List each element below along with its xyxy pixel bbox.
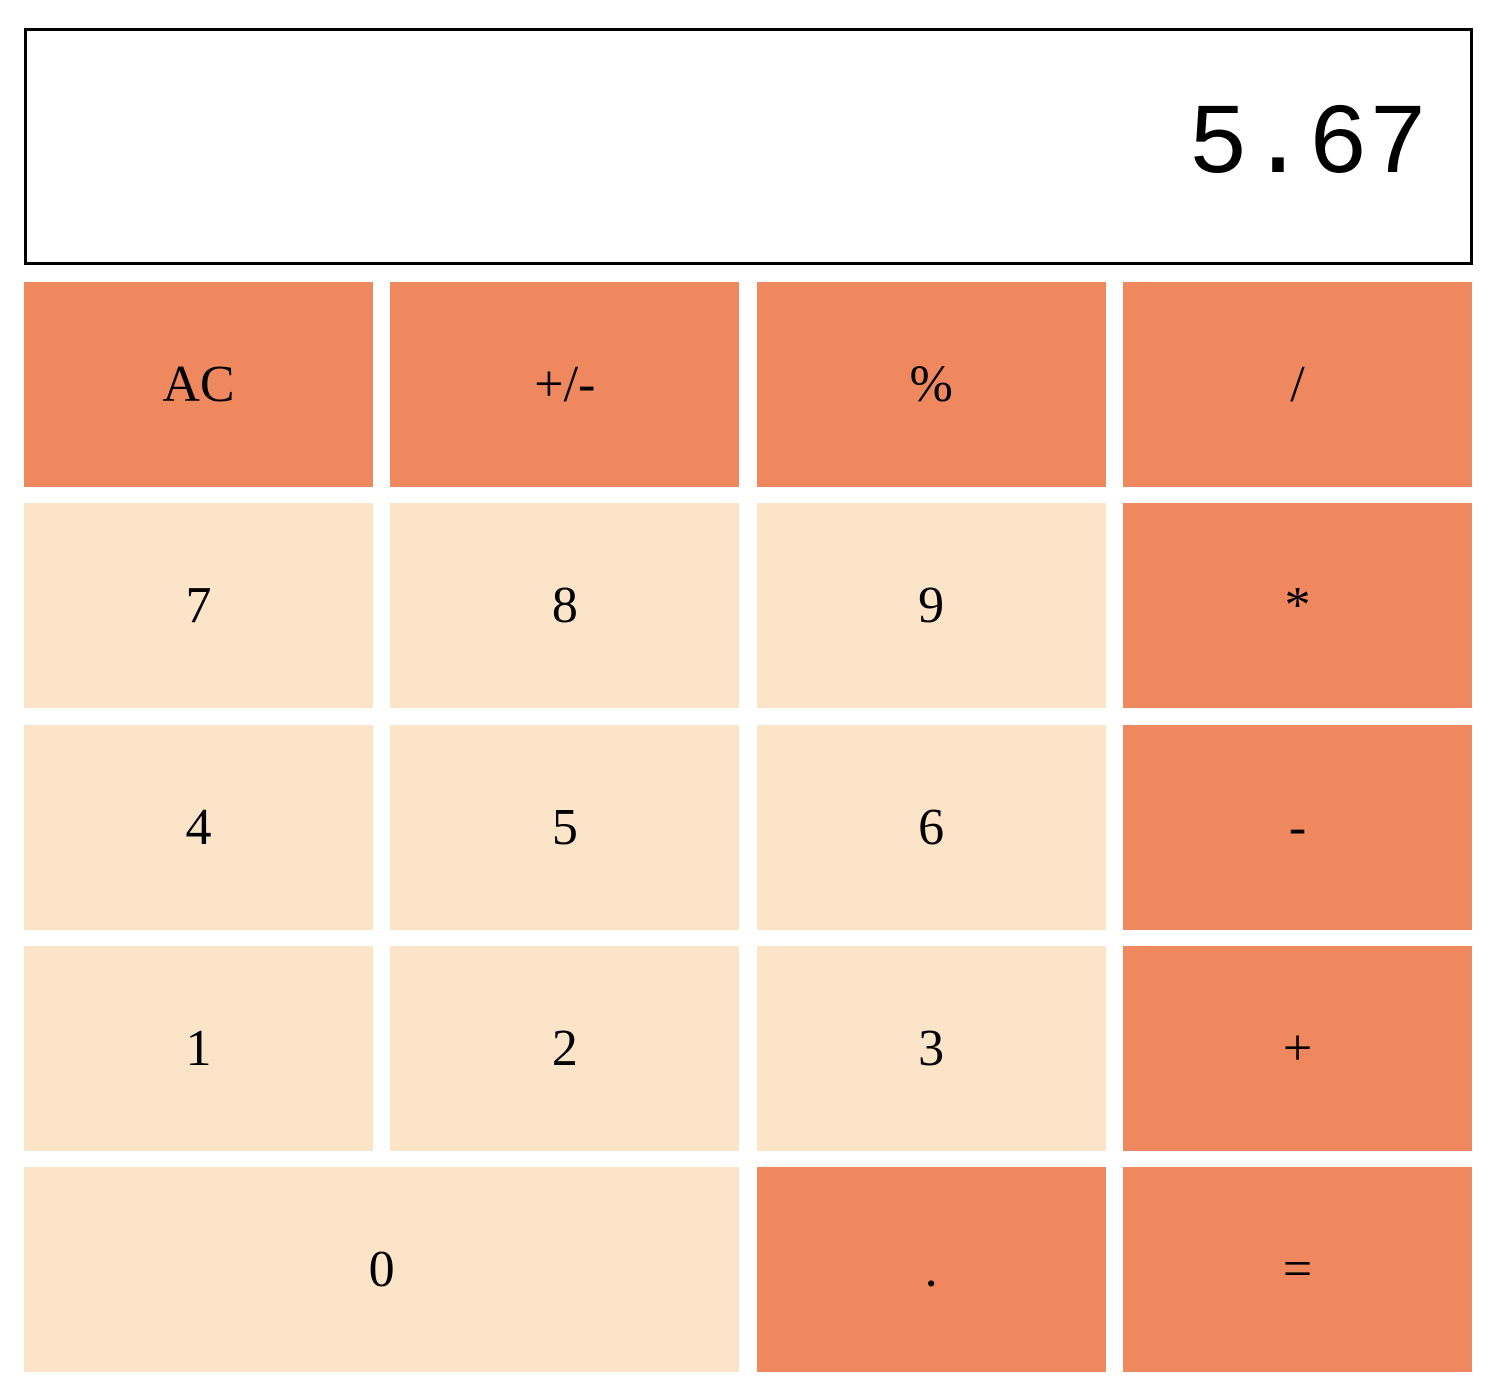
divide-button[interactable]: / — [1122, 282, 1472, 487]
digit-1-button[interactable]: 1 — [24, 945, 373, 1151]
digit-9-button[interactable]: 9 — [756, 503, 1106, 709]
equals-button[interactable]: = — [1122, 1167, 1472, 1372]
digit-4-button[interactable]: 4 — [24, 724, 373, 930]
display-value: 5.67 — [1187, 90, 1428, 203]
clear-button[interactable]: AC — [24, 282, 373, 487]
decimal-point-button[interactable]: . — [756, 1167, 1106, 1372]
percent-button[interactable]: % — [756, 282, 1106, 487]
digit-7-button[interactable]: 7 — [24, 503, 373, 709]
keypad: AC +/- % / 7 8 9 * 4 5 6 - 1 2 3 + 0 . = — [24, 282, 1473, 1372]
multiply-button[interactable]: * — [1122, 503, 1472, 709]
digit-0-button[interactable]: 0 — [24, 1167, 740, 1372]
digit-5-button[interactable]: 5 — [390, 724, 740, 930]
digit-3-button[interactable]: 3 — [756, 945, 1106, 1151]
subtract-button[interactable]: - — [1122, 724, 1472, 930]
calculator-display: 5.67 — [24, 28, 1473, 265]
digit-6-button[interactable]: 6 — [756, 724, 1106, 930]
add-button[interactable]: + — [1122, 945, 1472, 1151]
digit-2-button[interactable]: 2 — [390, 945, 740, 1151]
sign-toggle-button[interactable]: +/- — [390, 282, 740, 487]
digit-8-button[interactable]: 8 — [390, 503, 740, 709]
